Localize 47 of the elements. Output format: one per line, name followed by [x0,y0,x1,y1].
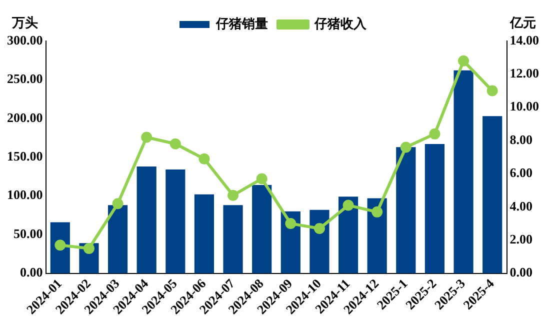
bar [108,205,128,274]
point [342,200,354,211]
bar [396,147,416,274]
point [458,55,470,66]
legend-label: 仔猪销量 [215,16,268,31]
y-tick-label: 200.00 [7,110,43,125]
y2-tick-label: 14.00 [510,32,539,48]
bar [166,170,186,274]
y-tick-label: 50.00 [14,226,43,241]
legend-label: 仔猪收入 [314,16,368,31]
bar [367,198,387,274]
bar [424,144,445,274]
point [228,190,239,201]
point [372,206,383,218]
y2-tick-label: 10.00 [510,98,539,114]
y2-tick-label: 6.00 [510,165,532,180]
point [198,153,210,164]
point [429,128,440,140]
point [256,173,268,184]
y-tick-label: 100.00 [7,187,43,202]
y-tick-label: 0.00 [20,264,43,280]
y2-tick-label: 8.00 [510,132,532,147]
y2-tick-label: 0.00 [510,264,532,280]
bar [136,166,156,274]
bar [454,70,474,274]
y-axis-title: 万头 [12,14,38,32]
point [170,138,181,150]
y2-axis-title: 亿元 [510,14,536,32]
point [285,218,296,230]
y2-tick-label: 4.00 [510,198,532,214]
bar [194,194,214,274]
y-tick-label: 150.00 [7,148,43,164]
y2-tick-label: 2.00 [510,232,532,246]
y-tick-label: 250.00 [7,71,43,86]
y2-tick-label: 12.00 [510,66,539,81]
bar [223,205,243,274]
point [83,242,94,254]
point [141,132,152,143]
bar [338,196,358,274]
point [112,198,124,210]
point [400,142,412,153]
bar [482,116,502,274]
bar [252,185,272,274]
y-tick-label: 300.00 [7,32,43,48]
point [314,223,325,234]
point [54,240,66,251]
point [486,85,498,96]
